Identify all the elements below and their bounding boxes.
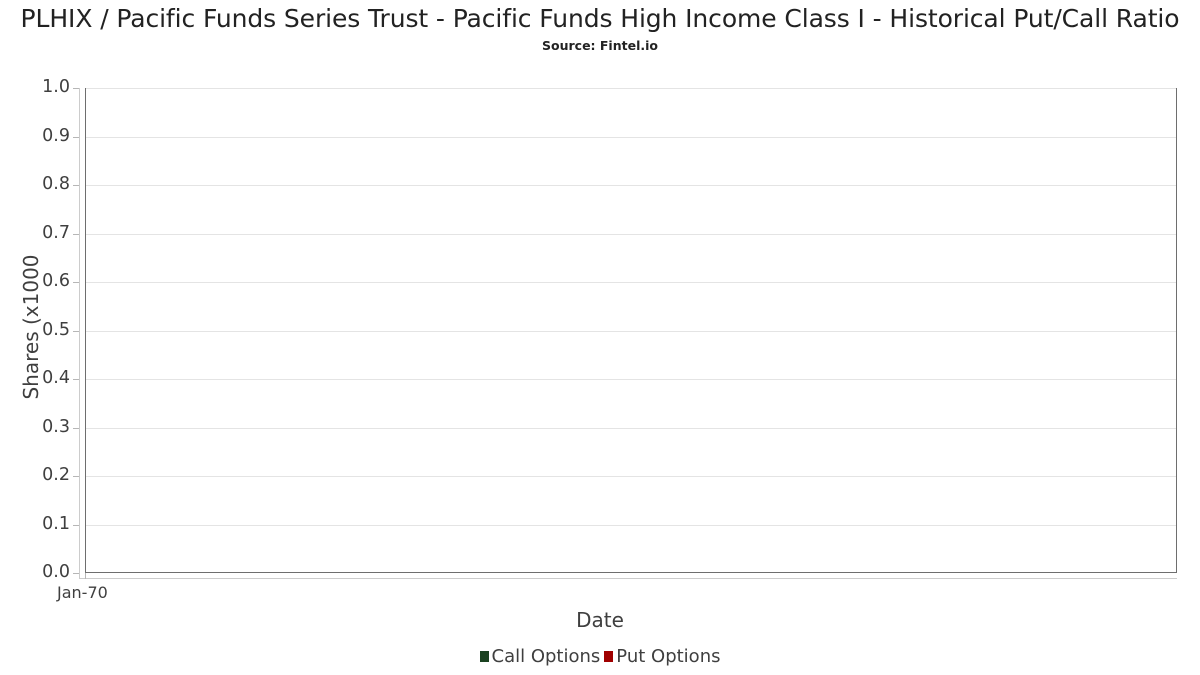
legend-swatch-icon bbox=[604, 651, 614, 662]
gridline bbox=[86, 476, 1176, 477]
legend-item-label: Call Options bbox=[491, 646, 601, 667]
y-axis-tick-mark bbox=[73, 136, 79, 138]
y-axis-spine bbox=[79, 88, 80, 578]
legend-item-label: Put Options bbox=[616, 646, 721, 667]
y-axis-tick-label: 1.0 bbox=[42, 77, 70, 97]
y-axis-tick-mark bbox=[73, 524, 79, 526]
y-axis-tick-mark bbox=[73, 476, 79, 477]
y-axis-tick-label: 0.7 bbox=[42, 222, 70, 243]
legend-item[interactable]: Call Options bbox=[479, 646, 601, 667]
gridline bbox=[86, 185, 1176, 186]
gridline bbox=[86, 233, 1176, 235]
y-axis-tick-label: 0.6 bbox=[42, 271, 70, 291]
gridline bbox=[86, 379, 1176, 380]
x-axis-label: Date bbox=[576, 608, 624, 632]
plot-empty-data-region bbox=[86, 89, 1176, 572]
gridline bbox=[86, 88, 1176, 89]
title-block: PLHIX / Pacific Funds Series Trust - Pac… bbox=[0, 0, 1200, 53]
y-axis-tick-label: 0.4 bbox=[42, 368, 70, 388]
page-title: PLHIX / Pacific Funds Series Trust - Pac… bbox=[20, 4, 1180, 33]
gridline bbox=[86, 136, 1176, 138]
y-axis-tick-mark bbox=[73, 427, 79, 429]
gridline bbox=[86, 330, 1176, 332]
gridline bbox=[86, 282, 1176, 283]
y-axis-tick-label: 0.9 bbox=[42, 125, 70, 146]
y-axis-tick-label: 0.0 bbox=[42, 562, 70, 582]
y-axis-tick-label: 0.8 bbox=[42, 174, 70, 194]
y-axis-tick-label: 0.1 bbox=[42, 513, 70, 534]
chart-legend: Call Options Put Options bbox=[0, 646, 1200, 667]
y-axis-tick-mark bbox=[73, 330, 79, 332]
gridline bbox=[86, 427, 1176, 429]
y-axis-tick-mark bbox=[73, 379, 79, 380]
legend-item[interactable]: Put Options bbox=[604, 646, 720, 667]
y-axis-tick-label: 0.2 bbox=[42, 465, 70, 485]
plot-area bbox=[85, 88, 1177, 573]
y-axis-tick-mark bbox=[73, 233, 79, 235]
gridlines bbox=[86, 88, 1176, 572]
y-axis-tick-mark bbox=[73, 282, 79, 283]
y-axis-tick-label: 0.5 bbox=[42, 319, 70, 340]
chart-source-subtitle: Source: Fintel.io bbox=[542, 38, 658, 53]
x-axis-tick-label: Jan-70 bbox=[57, 583, 108, 602]
y-axis-tick-mark bbox=[73, 573, 79, 574]
y-axis-label: Shares (x1000 bbox=[19, 254, 43, 400]
y-axis-tick-label: 0.3 bbox=[42, 416, 70, 437]
x-axis-spine bbox=[79, 578, 1177, 579]
y-axis-tick-mark bbox=[73, 185, 79, 186]
y-axis-tick-mark bbox=[73, 88, 79, 89]
gridline bbox=[86, 524, 1176, 526]
legend-swatch-icon bbox=[479, 651, 489, 662]
x-axis-tick-mark bbox=[85, 573, 86, 579]
